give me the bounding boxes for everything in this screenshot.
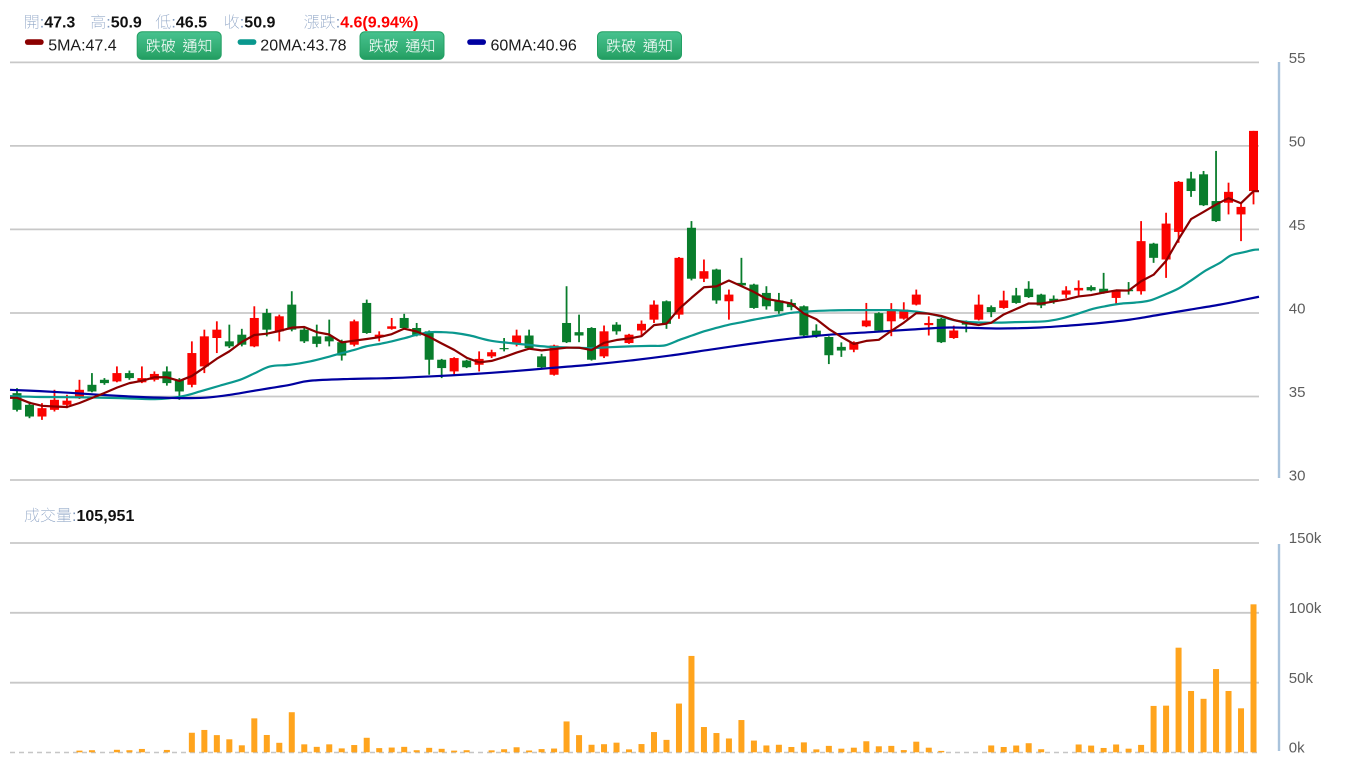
svg-text:55: 55 [1289, 50, 1306, 67]
svg-text::: : [72, 508, 76, 525]
svg-text:5MA:47.4: 5MA:47.4 [48, 38, 117, 55]
svg-text:50.9: 50.9 [244, 15, 275, 32]
svg-text::: : [171, 15, 175, 32]
svg-text:100k: 100k [1289, 600, 1322, 617]
svg-text:47.3: 47.3 [44, 15, 75, 32]
svg-text:35: 35 [1289, 384, 1306, 401]
svg-text::: : [240, 15, 244, 32]
svg-text:105,951: 105,951 [77, 508, 135, 525]
svg-text:30: 30 [1289, 468, 1306, 485]
svg-text:50.9: 50.9 [111, 15, 142, 32]
svg-text:46.5: 46.5 [176, 15, 207, 32]
svg-text:4.6(9.94%): 4.6(9.94%) [340, 15, 418, 32]
svg-text:0k: 0k [1289, 740, 1305, 757]
svg-text:20MA:43.78: 20MA:43.78 [260, 38, 346, 55]
svg-text:45: 45 [1289, 217, 1306, 234]
svg-text:150k: 150k [1289, 530, 1322, 547]
svg-text:40: 40 [1289, 301, 1306, 318]
svg-text::: : [40, 15, 44, 32]
svg-text::: : [106, 15, 110, 32]
svg-text:60MA:40.96: 60MA:40.96 [491, 38, 577, 55]
svg-text::: : [336, 15, 340, 32]
svg-text:50: 50 [1289, 133, 1306, 150]
svg-text:50k: 50k [1289, 670, 1314, 687]
